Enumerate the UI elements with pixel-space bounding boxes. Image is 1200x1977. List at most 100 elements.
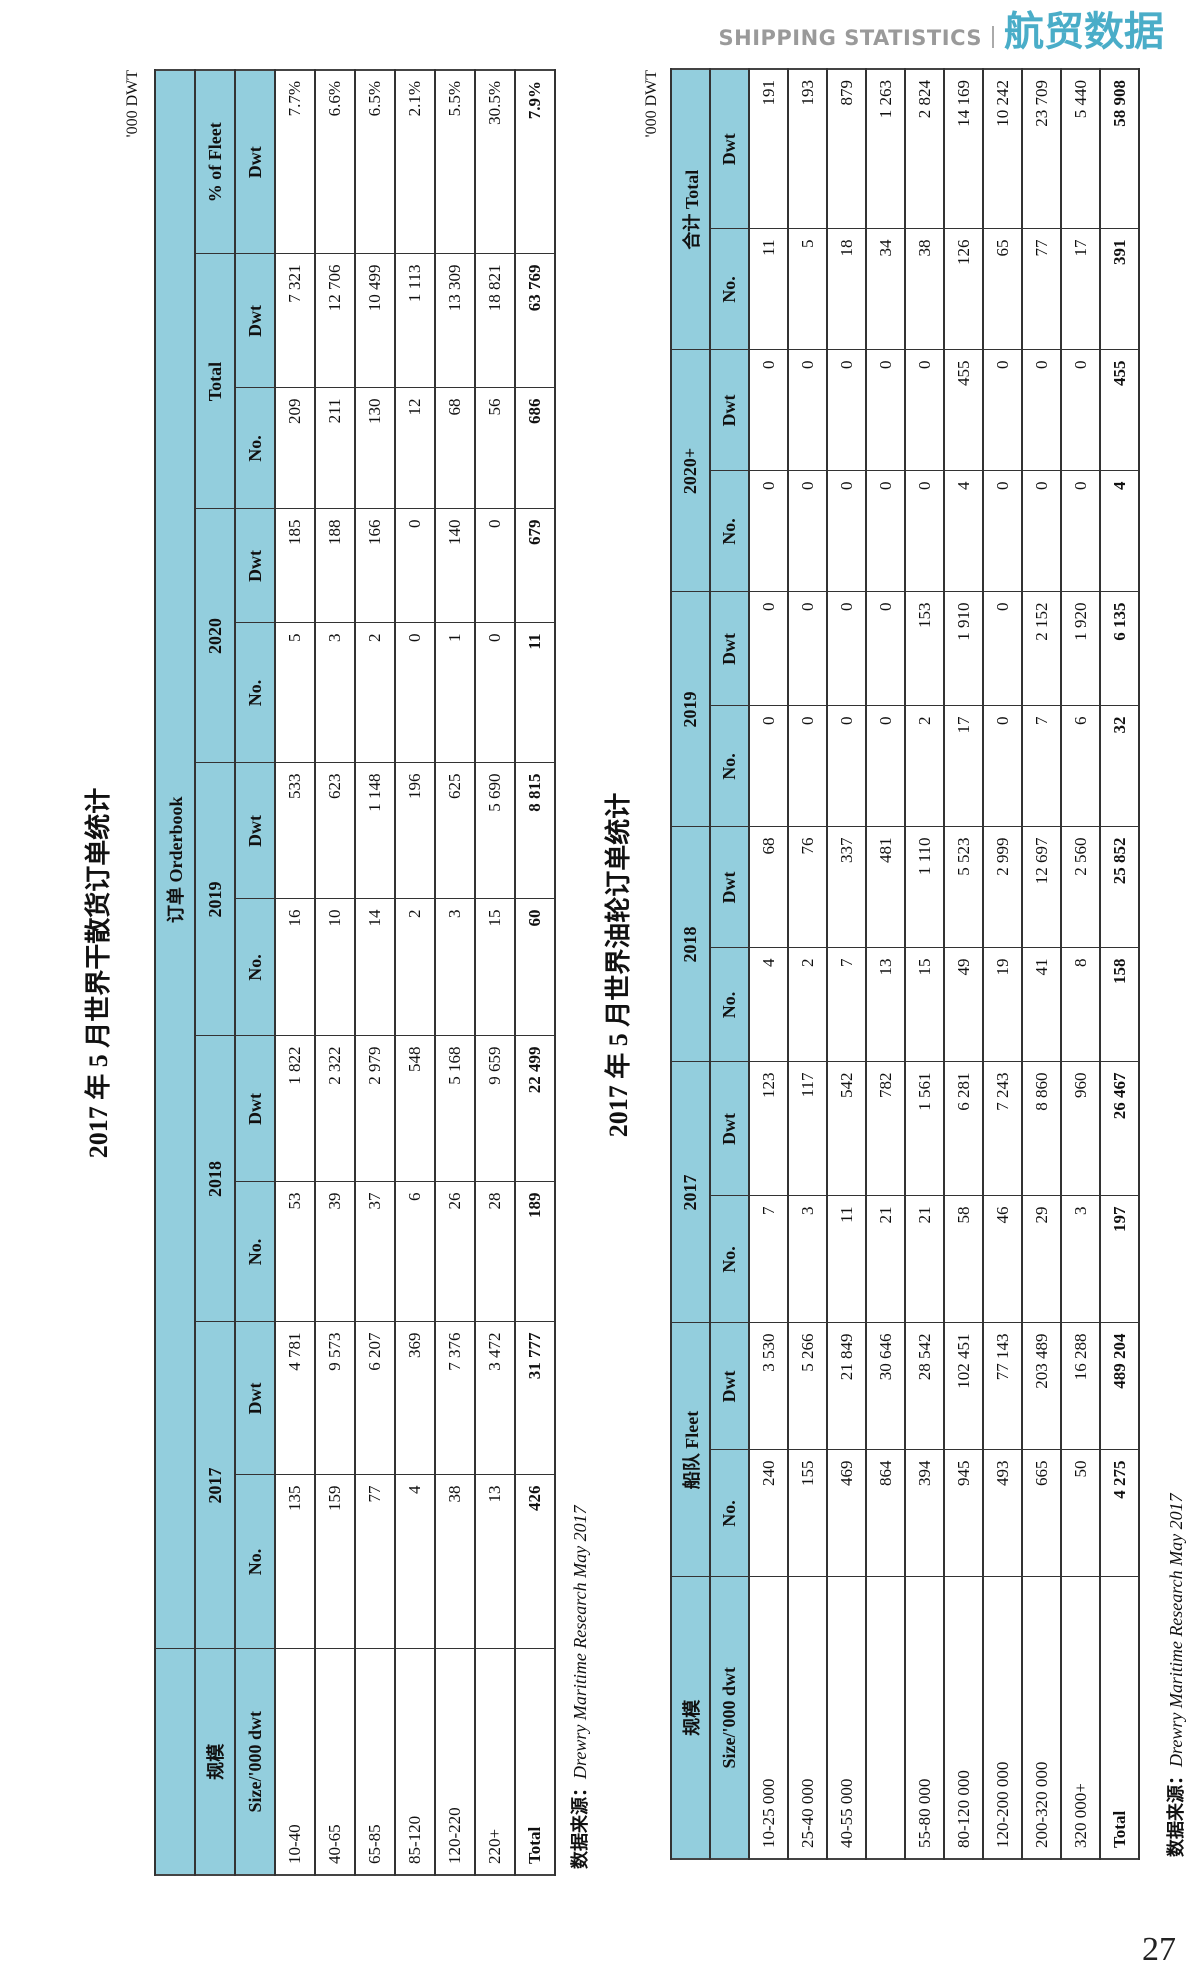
header-2017: 2017	[195, 1322, 235, 1649]
column-header: Size/'000 dwt	[710, 1577, 749, 1859]
value-cell: 4	[944, 471, 983, 592]
table-row: 10-40 135 4 781 53 1 822 16 533 5 185 209 7 321 7.7…	[275, 69, 315, 1875]
header-2017: 2017	[671, 1062, 710, 1323]
value-cell: 188	[315, 509, 355, 623]
value-cell: 12 706	[315, 254, 355, 388]
column-header: No.	[710, 1196, 749, 1323]
column-header: No.	[235, 1475, 275, 1649]
value-cell: 23 709	[1022, 68, 1061, 229]
value-cell: 2	[905, 706, 944, 827]
value-cell: 0	[983, 349, 1022, 471]
value-cell: 2	[788, 948, 827, 1062]
value-cell: 7.7%	[275, 69, 315, 254]
value-cell: 533	[275, 763, 315, 899]
value-cell: 5.5%	[435, 69, 475, 254]
value-cell: 0	[866, 349, 905, 471]
value-cell: 155	[788, 1450, 827, 1577]
value-cell: 0	[1061, 471, 1100, 592]
value-cell: 0	[749, 706, 788, 827]
value-cell: 455	[1100, 349, 1139, 471]
value-cell: 10 242	[983, 68, 1022, 229]
value-cell: 21	[866, 1196, 905, 1323]
value-cell: 34	[866, 228, 905, 350]
value-cell: 0	[866, 706, 905, 827]
header-fleet: 船队 Fleet	[671, 1323, 710, 1577]
source-text: Drewry Maritime Research May 2017	[570, 1505, 590, 1779]
value-cell: 623	[315, 763, 355, 899]
column-header: No.	[235, 623, 275, 763]
table-row: 320 000+ 50 16 288 3 960 8 2 560 6 1 920 0 0 17 5 44…	[1061, 68, 1100, 1859]
value-cell: 191	[749, 68, 788, 229]
value-cell: 32	[1100, 706, 1139, 827]
value-cell: 0	[866, 471, 905, 592]
value-cell: 196	[395, 763, 435, 899]
size-cell: Total	[515, 1649, 555, 1875]
value-cell: 7	[827, 948, 866, 1062]
column-header: Dwt	[710, 1062, 749, 1196]
header-2020-plus: 2020+	[671, 349, 710, 592]
value-cell: 189	[515, 1182, 555, 1322]
value-cell: 13	[866, 948, 905, 1062]
value-cell: 6.5%	[355, 69, 395, 254]
total-row: Total 426 31 777 189 22 499 60 8 815 11 679 686 63…	[515, 69, 555, 1875]
value-cell: 1 822	[275, 1036, 315, 1182]
value-cell: 123	[749, 1062, 788, 1196]
value-cell: 240	[749, 1450, 788, 1577]
source-label: 数据来源：	[570, 1779, 590, 1869]
value-cell: 0	[827, 471, 866, 592]
value-cell: 11	[827, 1196, 866, 1323]
value-cell: 38	[905, 228, 944, 350]
value-cell: 394	[905, 1450, 944, 1577]
value-cell: 5 266	[788, 1323, 827, 1450]
value-cell: 0	[395, 623, 435, 763]
value-cell: 77 143	[983, 1323, 1022, 1450]
value-cell: 153	[905, 592, 944, 706]
value-cell: 5 690	[475, 763, 515, 899]
header-pct-fleet: % of Fleet	[195, 69, 235, 254]
value-cell: 130	[355, 388, 395, 509]
value-cell: 7 243	[983, 1062, 1022, 1196]
column-header: Dwt	[235, 509, 275, 623]
value-cell: 12	[395, 388, 435, 509]
value-cell: 22 499	[515, 1036, 555, 1182]
value-cell: 625	[435, 763, 475, 899]
value-cell: 0	[905, 471, 944, 592]
value-cell: 60	[515, 899, 555, 1036]
value-cell: 548	[395, 1036, 435, 1182]
value-cell: 30.5%	[475, 69, 515, 254]
value-cell: 16 288	[1061, 1323, 1100, 1450]
value-cell: 6.6%	[315, 69, 355, 254]
value-cell: 1 910	[944, 592, 983, 706]
column-header: No.	[235, 899, 275, 1036]
value-cell: 77	[355, 1475, 395, 1649]
value-cell: 28 542	[905, 1323, 944, 1450]
column-header: Dwt	[235, 763, 275, 899]
value-cell: 0	[983, 471, 1022, 592]
value-cell: 0	[827, 706, 866, 827]
column-header: Dwt	[235, 254, 275, 388]
value-cell: 53	[275, 1182, 315, 1322]
value-cell: 2.1%	[395, 69, 435, 254]
value-cell: 185	[275, 509, 315, 623]
value-cell: 481	[866, 827, 905, 948]
table-row: 120-200 000 493 77 143 46 7 243 19 2 999 0 0 0 0 65…	[983, 68, 1022, 1859]
value-cell: 6 135	[1100, 592, 1139, 706]
value-cell: 2	[355, 623, 395, 763]
column-header: No.	[710, 948, 749, 1062]
header-2019: 2019	[195, 763, 235, 1036]
value-cell: 0	[788, 592, 827, 706]
value-cell: 665	[1022, 1450, 1061, 1577]
column-header: Dwt	[235, 1036, 275, 1182]
value-cell: 25 852	[1100, 827, 1139, 948]
value-cell: 1 263	[866, 68, 905, 229]
dry-bulk-source: 数据来源：Drewry Maritime Research May 2017	[566, 1505, 592, 1869]
value-cell: 0	[827, 349, 866, 471]
value-cell: 0	[749, 471, 788, 592]
value-cell: 6	[1061, 706, 1100, 827]
value-cell: 337	[827, 827, 866, 948]
value-cell: 4 781	[275, 1322, 315, 1475]
table-row: 80-120 000 945 102 451 58 6 281 49 5 523 17 1 91…	[944, 68, 983, 1859]
value-cell: 0	[866, 592, 905, 706]
size-cell: Total	[1100, 1577, 1139, 1859]
value-cell: 5	[788, 228, 827, 350]
